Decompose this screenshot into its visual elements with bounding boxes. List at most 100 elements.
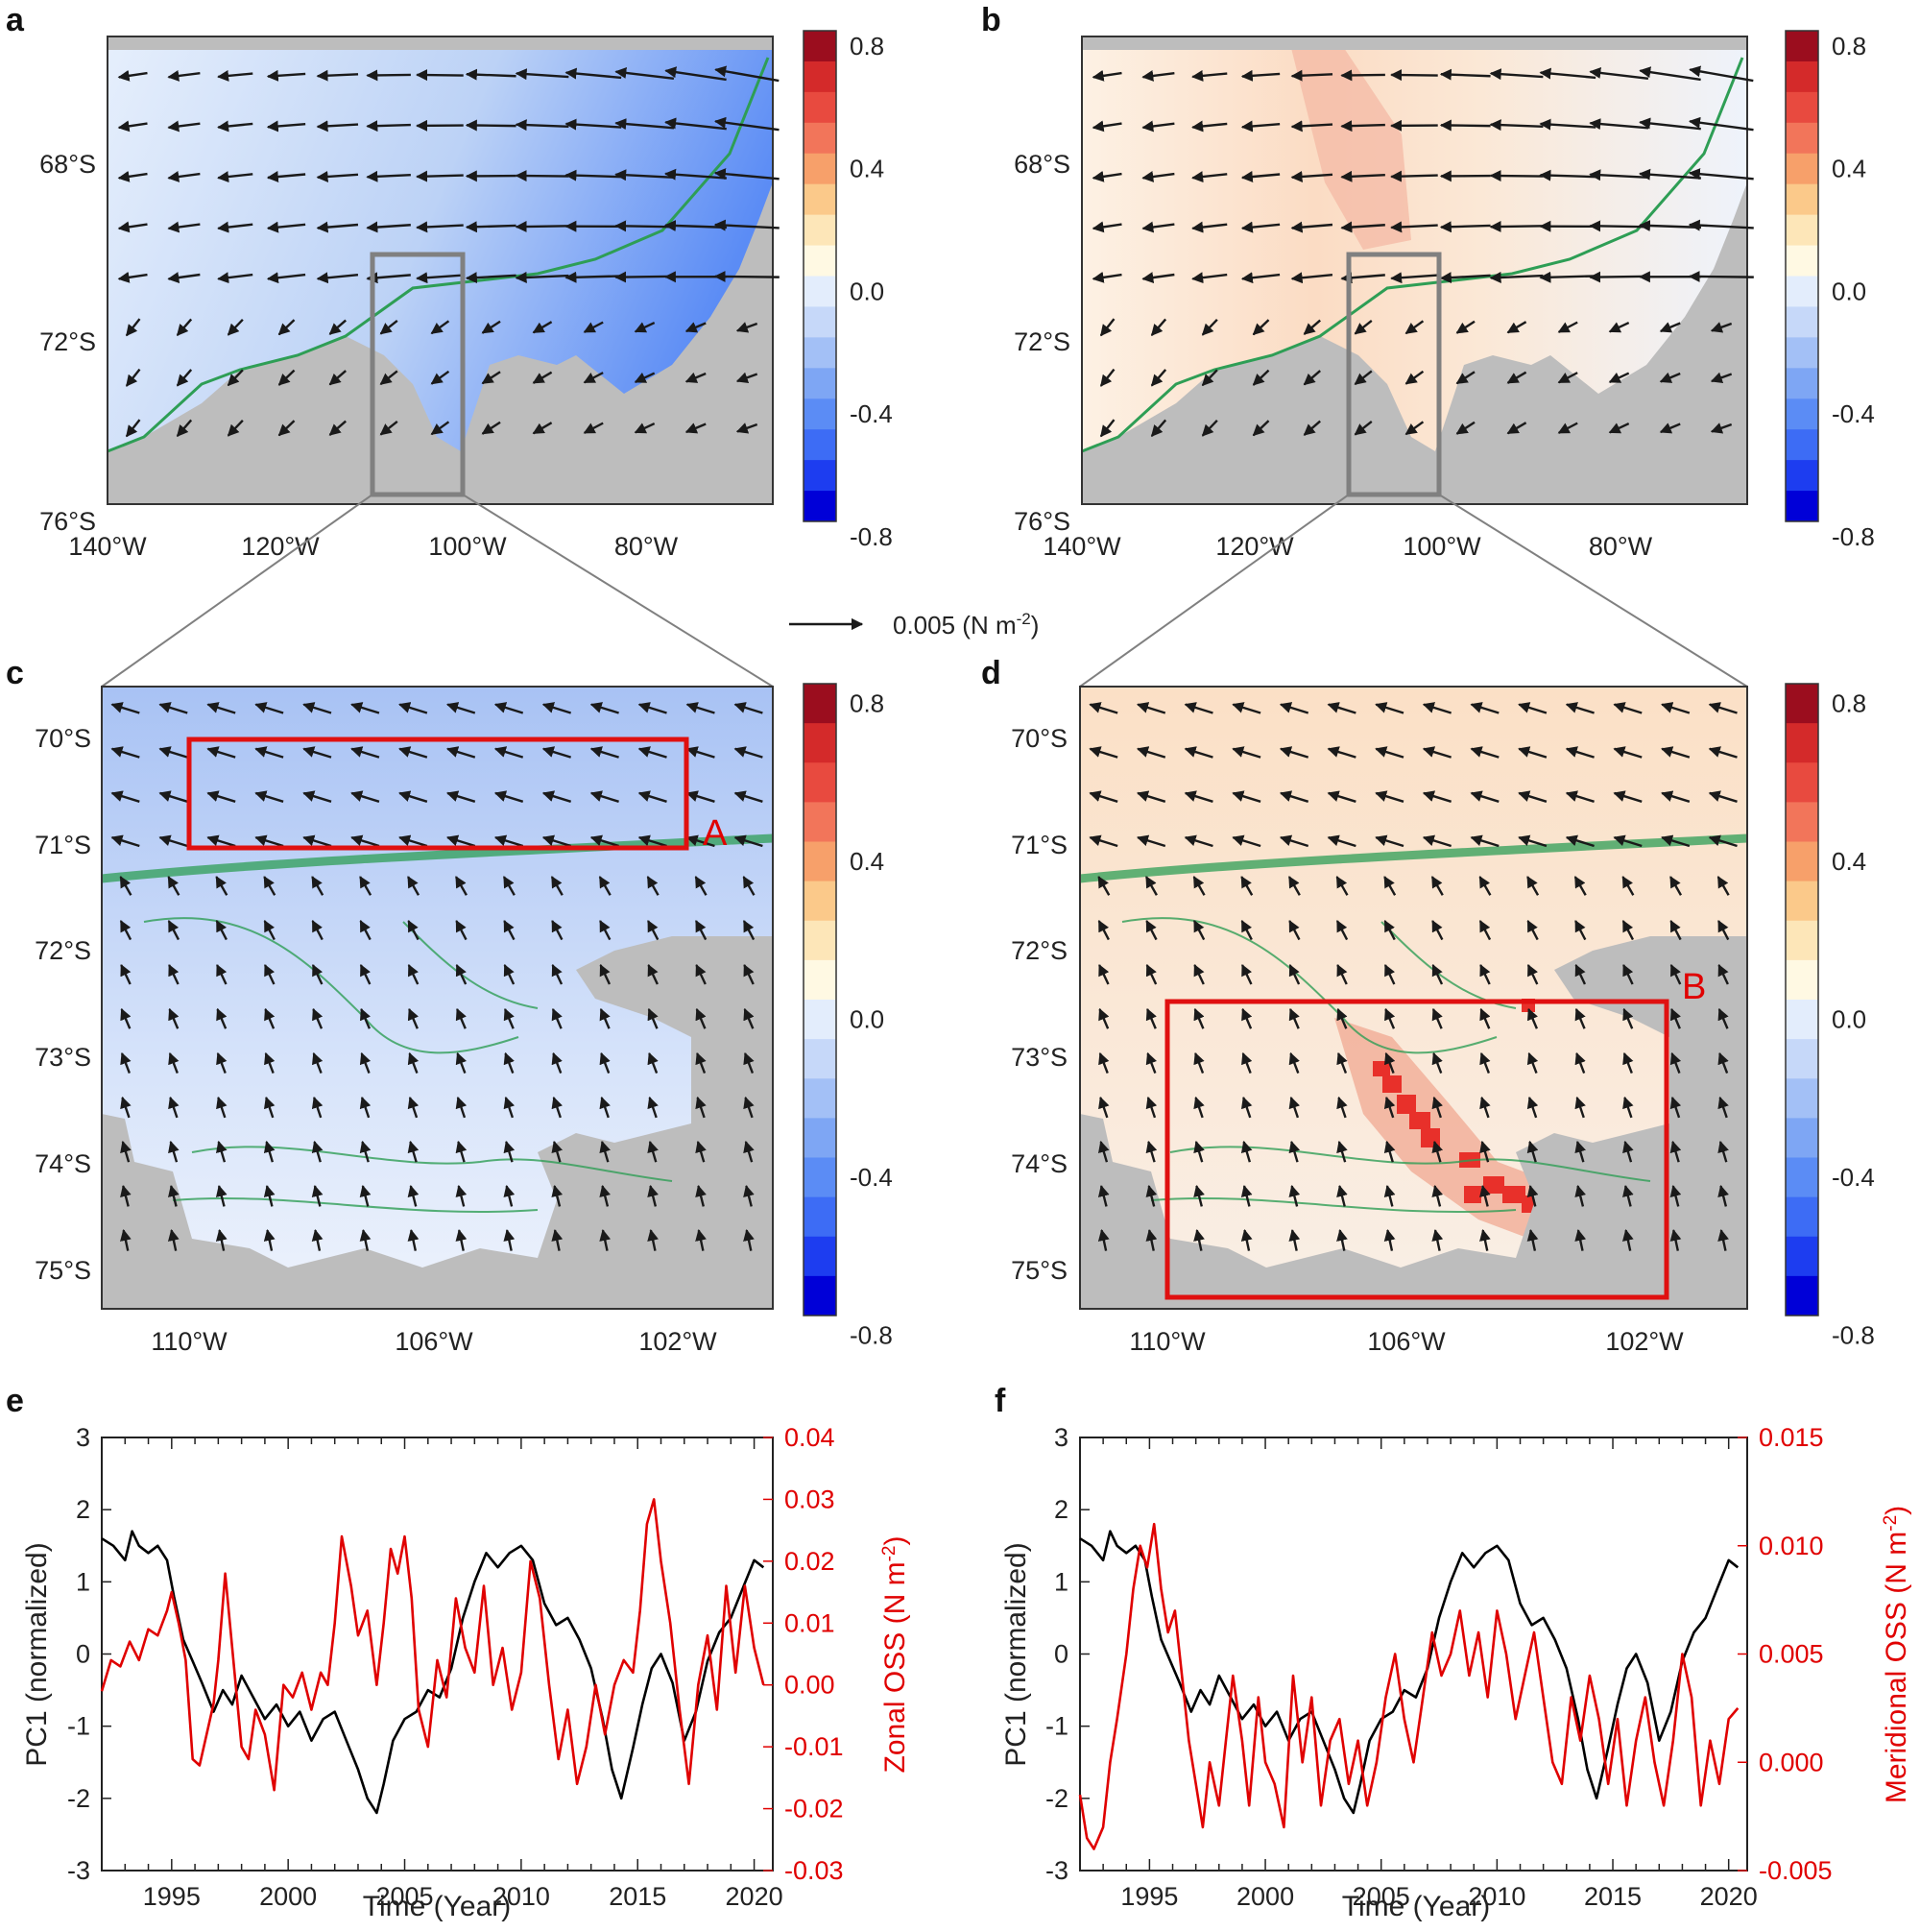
wind-arrow bbox=[1526, 920, 1539, 941]
wind-arrow bbox=[1145, 1096, 1158, 1119]
wind-arrow bbox=[465, 68, 516, 81]
y2-tick-label: 0.03 bbox=[784, 1485, 835, 1513]
wind-arrow bbox=[1252, 369, 1270, 386]
wind-arrow bbox=[1288, 1051, 1300, 1075]
wind-arrow bbox=[206, 746, 236, 759]
y-tick-label: -2 bbox=[67, 1784, 90, 1813]
colorbar-swatch bbox=[1786, 1236, 1818, 1277]
wind-arrow bbox=[366, 170, 411, 182]
colorbar-swatch bbox=[804, 60, 836, 93]
wind-arrow bbox=[1430, 876, 1444, 896]
wind-arrow bbox=[263, 920, 276, 941]
wind-arrow bbox=[1193, 1184, 1205, 1207]
frame-c bbox=[101, 686, 774, 1310]
wind-arrow bbox=[1279, 790, 1309, 803]
wind-arrow bbox=[217, 272, 253, 284]
colorbar-tick-label: -0.8 bbox=[1832, 1321, 1875, 1350]
wind-arrow bbox=[1669, 1051, 1682, 1075]
wind-arrow bbox=[1639, 66, 1701, 82]
colorbar-swatch bbox=[1786, 368, 1818, 399]
colorbar-swatch bbox=[804, 1000, 836, 1040]
wind-arrow bbox=[215, 920, 228, 941]
wind-arrow bbox=[445, 746, 476, 759]
lon-label-120-b: 120°W bbox=[1215, 532, 1294, 561]
wind-arrow bbox=[263, 876, 276, 896]
colorbar-tick-label: 0.4 bbox=[850, 847, 884, 876]
wind-arrow bbox=[637, 790, 667, 803]
wind-arrow bbox=[502, 876, 516, 896]
wind-arrow bbox=[1089, 834, 1118, 848]
colorbar-tick-label: 0.0 bbox=[850, 1005, 884, 1034]
wind-arrow bbox=[685, 790, 715, 803]
wind-arrow bbox=[1431, 963, 1444, 985]
region-label-b: B bbox=[1682, 967, 1706, 1007]
wind-arrow bbox=[206, 702, 236, 714]
wind-arrow bbox=[1479, 1051, 1491, 1075]
wind-arrow bbox=[117, 221, 148, 233]
wind-arrow bbox=[1201, 318, 1218, 336]
wind-arrow bbox=[1526, 1140, 1539, 1163]
zoom-connectors bbox=[101, 494, 1748, 688]
panel-b: b 68°S 72°S 76°S 140°W 120°W 100°W 80°W … bbox=[981, 2, 1875, 561]
wind-arrow bbox=[1240, 920, 1253, 941]
colorbar-swatch bbox=[1786, 31, 1818, 62]
wind-arrow bbox=[1669, 1184, 1682, 1207]
contour-b bbox=[1081, 57, 1744, 453]
wind-arrow bbox=[1439, 221, 1491, 233]
wind-arrow bbox=[1193, 1007, 1205, 1029]
colorbar-swatch bbox=[1786, 276, 1818, 307]
wind-arrow bbox=[1574, 1184, 1587, 1207]
wind-arrow bbox=[695, 963, 707, 985]
wind-arrow bbox=[1574, 1140, 1586, 1163]
wind-arrow bbox=[1470, 702, 1500, 714]
wind-arrow bbox=[1489, 119, 1544, 132]
wind-arrow bbox=[1375, 702, 1404, 714]
colorbar-swatch bbox=[1786, 1275, 1818, 1316]
wind-arrow bbox=[684, 423, 707, 434]
wind-arrow bbox=[564, 169, 622, 181]
wind-arrow bbox=[158, 746, 188, 759]
colorbar-swatch bbox=[804, 398, 836, 430]
wind-arrow bbox=[1422, 746, 1452, 759]
wind-arrow bbox=[743, 1184, 755, 1207]
wind-arrow bbox=[1539, 67, 1596, 80]
wind-arrow bbox=[311, 1228, 324, 1251]
colorbar-swatch bbox=[804, 1039, 836, 1079]
wind-arrow bbox=[264, 1051, 276, 1075]
wind-arrow bbox=[1184, 746, 1213, 759]
lon-label-140: 140°W bbox=[68, 532, 147, 561]
wind-arrow bbox=[694, 876, 708, 896]
y2-tick-label: 0.01 bbox=[784, 1608, 835, 1637]
wind-arrow bbox=[277, 369, 296, 386]
colorbar-swatch bbox=[804, 1236, 836, 1277]
wind-arrow bbox=[589, 790, 619, 803]
wind-arrow bbox=[379, 370, 398, 386]
wind-arrow bbox=[515, 170, 569, 182]
x-tick-label: 2005 bbox=[375, 1882, 433, 1911]
lon-label-106-d: 106°W bbox=[1367, 1327, 1446, 1356]
wind-arrow bbox=[614, 220, 675, 232]
wind-arrow bbox=[350, 746, 380, 759]
wind-arrow bbox=[634, 372, 656, 384]
colorbar-tick-label: 0.0 bbox=[850, 277, 884, 305]
wind-arrow bbox=[1431, 1096, 1443, 1119]
wind-arrow bbox=[1622, 1140, 1634, 1163]
wind-arrow bbox=[158, 834, 188, 848]
wind-arrow bbox=[445, 790, 476, 803]
wind-arrow bbox=[263, 1096, 276, 1119]
wind-arrow bbox=[1669, 876, 1683, 896]
wind-arrow bbox=[1390, 221, 1438, 233]
wind-arrow bbox=[1136, 702, 1166, 714]
wind-arrow bbox=[1613, 790, 1643, 803]
y-tick-label: -3 bbox=[67, 1856, 90, 1885]
wind-arrow bbox=[1621, 1228, 1634, 1251]
colorbar-tick-label: -0.4 bbox=[850, 1163, 893, 1192]
reference-vector-label: 0.005 (N m-2) bbox=[893, 610, 1039, 640]
wind-arrow bbox=[1191, 171, 1228, 183]
wind-arrow bbox=[695, 1184, 707, 1207]
wind-arrow bbox=[312, 1007, 324, 1029]
wind-arrow bbox=[359, 1184, 372, 1207]
wind-arrow bbox=[664, 66, 727, 82]
lat-label-71: 71°S bbox=[35, 831, 91, 859]
wind-arrow bbox=[302, 834, 332, 848]
